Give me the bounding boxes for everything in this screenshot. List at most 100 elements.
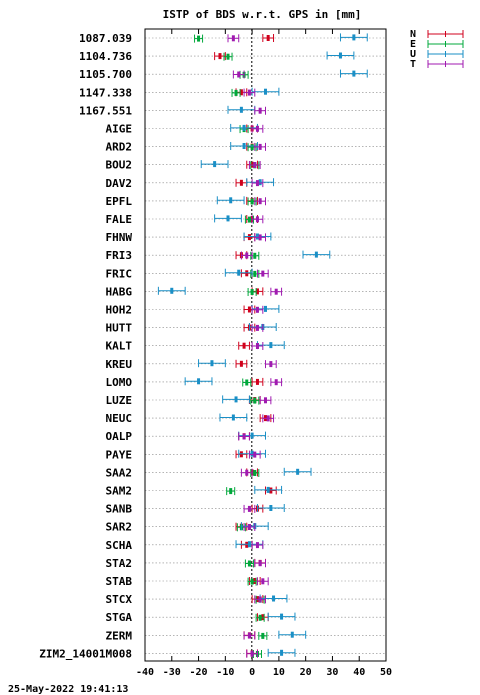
station-label: FRI3 [106, 249, 133, 262]
point-marker [290, 631, 294, 638]
station-label: ARD2 [106, 141, 133, 154]
station-label: FRIC [106, 267, 133, 280]
point-t [232, 70, 245, 79]
point-e [258, 631, 268, 640]
station-label: STCX [106, 593, 133, 606]
point-marker [261, 614, 265, 621]
point-marker [247, 306, 251, 313]
station-label: ZERM [106, 629, 133, 642]
point-marker [229, 197, 233, 204]
point-marker [255, 180, 259, 187]
point-u [219, 413, 248, 422]
point-marker [255, 233, 259, 240]
point-u [302, 250, 331, 259]
station-label: HUTT [106, 322, 133, 335]
x-tick-label: 0 [249, 667, 255, 678]
point-marker [247, 89, 251, 96]
point-marker [247, 234, 251, 241]
point-t [243, 631, 256, 640]
point-t [270, 287, 283, 296]
station-label: HOH2 [106, 304, 133, 317]
point-t [248, 161, 261, 169]
point-marker [258, 614, 262, 621]
point-marker [269, 505, 273, 511]
point-marker [280, 613, 284, 620]
station-label: KREU [106, 358, 133, 371]
point-marker [261, 578, 265, 585]
point-t [256, 269, 269, 278]
point-marker [239, 360, 243, 367]
point-u [278, 630, 307, 639]
point-marker [261, 270, 265, 277]
point-n [235, 450, 248, 459]
point-marker [242, 433, 246, 440]
point-u [238, 449, 266, 458]
station-label: SAR2 [106, 521, 133, 534]
legend-label: N [410, 29, 416, 40]
point-t [240, 251, 253, 260]
point-n [235, 178, 248, 187]
point-marker [314, 251, 318, 258]
point-marker [234, 396, 238, 403]
point-t [246, 649, 258, 658]
point-marker [258, 198, 262, 205]
point-marker [264, 397, 267, 404]
point-marker [247, 216, 251, 223]
point-n [238, 341, 250, 350]
point-t [254, 595, 266, 604]
station-label: PAYE [106, 448, 133, 461]
point-t [243, 88, 256, 97]
point-t [259, 396, 272, 405]
point-u [326, 51, 355, 60]
point-e [231, 88, 241, 97]
point-t [251, 124, 264, 133]
point-marker [250, 289, 254, 295]
point-t [254, 197, 266, 206]
point-marker [245, 252, 249, 259]
station-label: STGA [106, 611, 133, 624]
point-marker [352, 70, 356, 77]
station-label: SANB [106, 503, 133, 516]
point-marker [247, 560, 251, 567]
x-tick-label: 20 [300, 667, 312, 678]
point-marker [245, 379, 249, 386]
point-marker [258, 179, 262, 186]
point-marker [266, 486, 270, 493]
point-marker [247, 505, 251, 512]
point-t [254, 106, 266, 115]
point-u [256, 504, 285, 512]
point-marker [255, 306, 259, 313]
point-e [250, 396, 260, 405]
point-t [251, 179, 264, 188]
x-tick-label: 50 [380, 667, 392, 678]
point-u [256, 341, 285, 350]
point-e [247, 577, 257, 586]
station-label: STAB [106, 575, 133, 588]
point-marker [255, 542, 259, 549]
point-marker [250, 144, 254, 151]
point-marker [255, 343, 259, 349]
station-label: 1167.551 [79, 104, 132, 117]
point-u [267, 612, 296, 621]
station-label: NEUC [106, 412, 133, 425]
point-t [251, 305, 264, 314]
point-marker [210, 360, 214, 367]
point-marker [247, 541, 251, 548]
point-marker [269, 361, 273, 368]
station-label: LUZE [106, 394, 133, 407]
point-t [251, 342, 264, 350]
point-marker [266, 415, 270, 422]
point-marker [237, 71, 241, 78]
point-marker [280, 649, 284, 656]
point-u [339, 33, 368, 42]
point-u [246, 178, 275, 187]
point-marker [250, 432, 254, 439]
point-marker [239, 451, 243, 458]
point-marker [272, 595, 276, 602]
point-marker [226, 215, 230, 222]
station-label: 1104.736 [79, 50, 132, 63]
point-marker [231, 414, 235, 421]
point-marker [253, 470, 257, 476]
x-tick-label: -20 [190, 667, 208, 678]
